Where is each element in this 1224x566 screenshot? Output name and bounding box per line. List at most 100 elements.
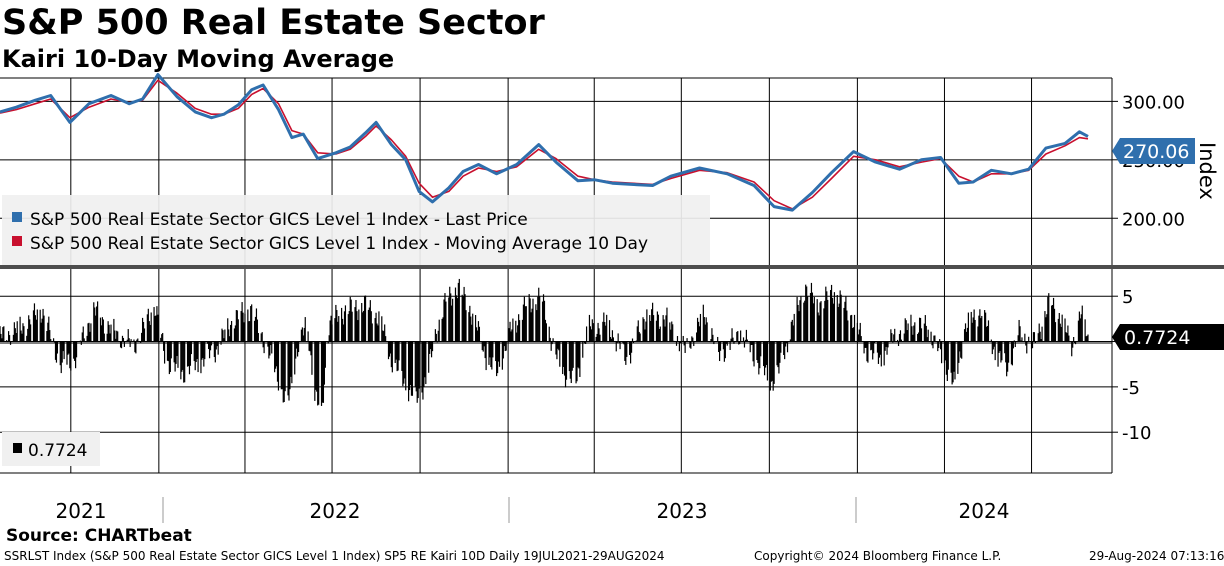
kairi-bar xyxy=(1053,308,1056,342)
kairi-bar xyxy=(234,325,236,342)
kairi-bar xyxy=(538,287,540,342)
kairi-bar xyxy=(338,316,340,342)
kairi-bar xyxy=(454,287,457,342)
kairi-bar xyxy=(646,309,648,342)
kairi-bar xyxy=(173,341,175,363)
kairi-bar xyxy=(434,329,436,342)
kairi-bar xyxy=(189,341,192,366)
kairi-bar xyxy=(993,341,995,347)
kairi-bar xyxy=(666,307,668,342)
kairi-bar xyxy=(937,341,939,352)
kairi-bar xyxy=(838,303,840,342)
kairi-bar xyxy=(833,292,836,342)
kairi-bar xyxy=(559,341,561,367)
kairi-bar xyxy=(521,319,524,342)
kairi-bar xyxy=(177,341,179,368)
kairi-bar xyxy=(1079,318,1081,342)
kairi-bar xyxy=(904,318,906,342)
kairi-bar xyxy=(244,313,246,342)
kairi-bar xyxy=(914,322,916,342)
kairi-bar xyxy=(885,341,887,347)
kairi-bar xyxy=(986,325,989,342)
kairi-bar xyxy=(271,341,273,354)
price-last-value-tag: 270.06 xyxy=(1112,138,1195,164)
kairi-bar xyxy=(267,341,269,347)
kairi-bar xyxy=(963,329,966,342)
kairi-bar xyxy=(108,324,110,342)
kairi-bar xyxy=(924,315,926,342)
kairi-bar xyxy=(129,341,131,348)
kairi-bar xyxy=(117,331,119,342)
kairi-bar xyxy=(362,312,364,342)
kairi-bar xyxy=(629,341,631,356)
kairi-bar xyxy=(1010,341,1013,365)
kairi-bar xyxy=(143,328,146,342)
kairi-bar xyxy=(652,315,655,342)
kairi-bar xyxy=(20,330,22,342)
kairi-bar xyxy=(410,341,413,396)
kairi-bar xyxy=(632,341,635,343)
kairi-bar xyxy=(53,341,56,343)
kairi-bar xyxy=(203,341,205,367)
kairi-bar xyxy=(974,319,976,342)
kairi-bar xyxy=(504,341,506,352)
kairi-bar xyxy=(394,341,396,363)
kairi-bar xyxy=(959,341,961,352)
kairi-bar xyxy=(343,311,346,342)
kairi-bar xyxy=(742,337,745,342)
kairi-bar xyxy=(1013,340,1015,342)
kairi-bar xyxy=(638,331,640,342)
kairi-bar xyxy=(122,337,125,342)
kairi-bar xyxy=(54,341,57,360)
kairi-bar xyxy=(746,339,748,342)
kairi-bar xyxy=(703,317,705,342)
kairi-bar xyxy=(6,340,8,342)
kairi-bar xyxy=(370,311,372,342)
kairi-bar xyxy=(315,341,317,390)
kairi-bar xyxy=(1005,341,1007,363)
kairi-bar xyxy=(830,284,833,342)
kairi-bar xyxy=(39,309,41,342)
y-tick-label-lower: -10 xyxy=(1122,423,1151,444)
kairi-bar xyxy=(103,333,105,342)
kairi-bar xyxy=(190,341,192,355)
kairi-bar xyxy=(376,323,378,342)
kairi-bar xyxy=(1058,312,1060,342)
kairi-bar xyxy=(130,339,132,342)
kairi-bar xyxy=(73,341,75,359)
kairi-bar xyxy=(76,341,79,343)
kairi-bar xyxy=(140,341,142,343)
kairi-bar xyxy=(187,341,190,367)
kairi-bar xyxy=(619,341,621,350)
kairi-bar xyxy=(382,330,384,342)
kairi-bar xyxy=(40,322,42,342)
kairi-bar xyxy=(147,308,149,342)
kairi-bar xyxy=(307,331,309,342)
kairi-bar xyxy=(810,282,813,342)
kairi-bar xyxy=(268,341,270,359)
kairi-bar xyxy=(341,318,344,342)
kairi-bar xyxy=(23,326,25,342)
kairi-bar xyxy=(1017,335,1019,342)
kairi-bar xyxy=(247,309,249,342)
kairi-bar xyxy=(635,340,637,342)
kairi-bar xyxy=(880,341,882,367)
kairi-bar xyxy=(778,341,780,374)
kairi-bar xyxy=(545,323,547,342)
kairi-bar xyxy=(188,341,191,375)
kairi-bar xyxy=(489,341,491,358)
kairi-bar xyxy=(512,318,514,342)
kairi-bar xyxy=(548,326,550,342)
kairi-bar xyxy=(824,300,826,342)
kairi-bar xyxy=(519,320,521,342)
kairi-bar xyxy=(70,341,72,371)
kairi-bar xyxy=(930,331,932,342)
kairi-bar xyxy=(977,326,979,342)
kairi-bar xyxy=(847,320,849,342)
kairi-bar xyxy=(887,341,889,348)
footer-copyright: Copyright© 2024 Bloomberg Finance L.P. xyxy=(754,549,1002,563)
kairi-bar xyxy=(160,337,162,342)
kairi-bar xyxy=(1020,340,1022,342)
kairi-bar xyxy=(93,302,95,342)
x-label-2022: 2022 xyxy=(310,499,361,523)
